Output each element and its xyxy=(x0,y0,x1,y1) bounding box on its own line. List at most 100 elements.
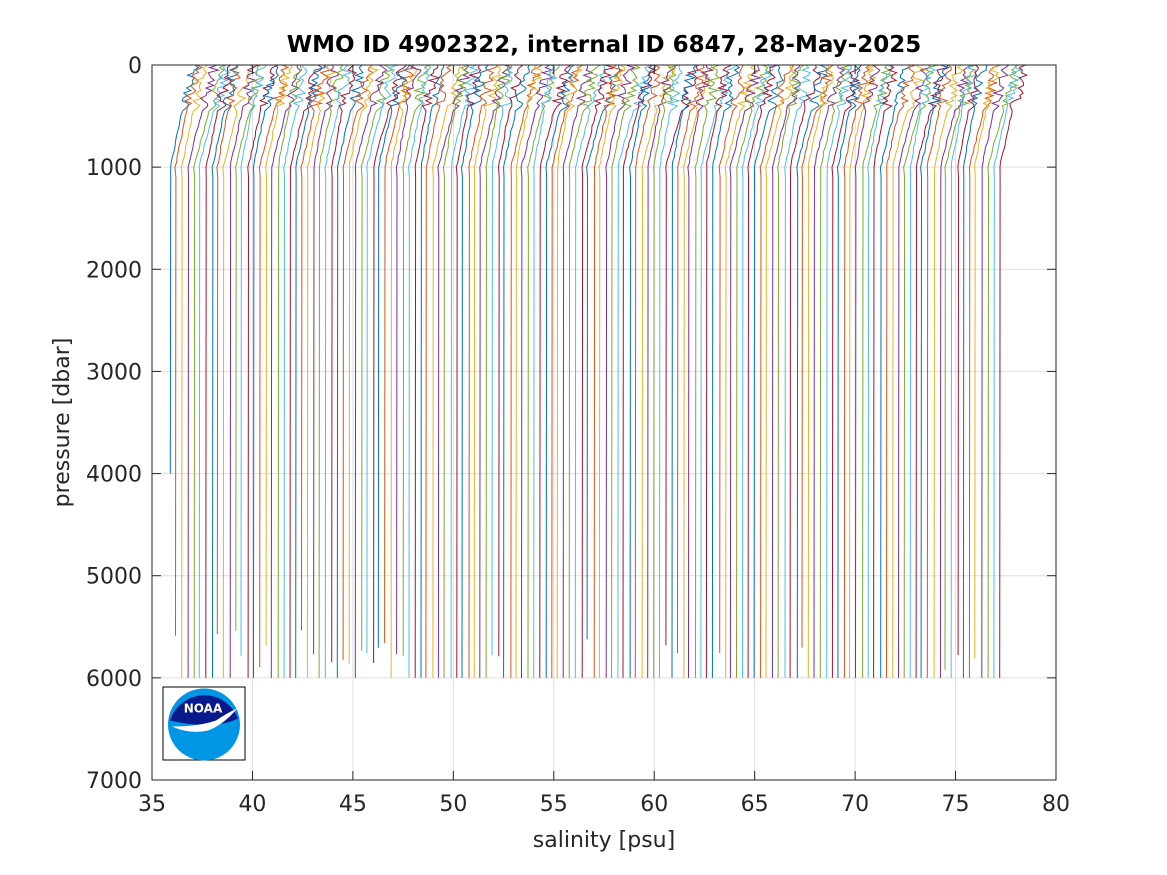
salinity-profile-line xyxy=(826,64,854,678)
salinity-profile-line xyxy=(277,64,303,678)
salinity-profile-line xyxy=(753,64,785,678)
salinity-profile-line xyxy=(354,64,388,678)
salinity-profile-line xyxy=(653,64,679,678)
salinity-profile-line xyxy=(968,64,1001,678)
salinity-profile-line xyxy=(862,64,894,678)
salinity-profile-line xyxy=(759,64,794,678)
salinity-profile-line xyxy=(539,64,572,678)
x-tick-label: 35 xyxy=(138,792,166,817)
salinity-profile-line xyxy=(348,64,379,664)
salinity-profile-line xyxy=(771,64,802,678)
salinity-profile-line xyxy=(318,64,344,678)
salinity-profile-line xyxy=(729,64,763,678)
salinity-profile-line xyxy=(747,64,778,678)
salinity-profile-line xyxy=(641,64,675,678)
salinity-profile-line xyxy=(593,64,624,678)
salinity-profile-line xyxy=(193,64,225,678)
y-tick-label: 2000 xyxy=(86,258,142,283)
salinity-profile-line xyxy=(300,64,331,631)
y-tick-label: 4000 xyxy=(86,463,142,488)
salinity-profile-line xyxy=(933,64,964,678)
salinity-profile-line xyxy=(169,64,200,474)
salinity-profile-line xyxy=(460,64,489,678)
salinity-profile-line xyxy=(425,64,452,678)
salinity-profile-line xyxy=(807,64,835,678)
salinity-profile-line xyxy=(886,64,916,678)
salinity-profile-line xyxy=(216,64,242,635)
salinity-profile-line xyxy=(479,64,513,678)
salinity-profile-line xyxy=(622,64,658,678)
logo-wordmark: NOAA xyxy=(184,702,223,716)
salinity-profile-line xyxy=(724,64,758,678)
salinity-profile-line xyxy=(437,64,472,678)
x-axis-label: salinity [psu] xyxy=(533,828,675,853)
x-tick-label: 80 xyxy=(1042,792,1070,817)
salinity-profile-line xyxy=(229,64,259,678)
salinity-profile-line xyxy=(957,64,980,656)
salinity-profile-line xyxy=(568,64,601,678)
axes-box xyxy=(151,64,1057,781)
salinity-profile-line xyxy=(395,64,422,655)
salinity-profile-line xyxy=(944,64,977,670)
salinity-profile-line xyxy=(629,64,656,678)
salinity-profile-line xyxy=(252,64,279,678)
salinity-profile-line xyxy=(491,64,514,656)
salinity-profile-line xyxy=(450,64,480,678)
salinity-profile-line xyxy=(556,64,583,678)
salinity-profile-line xyxy=(981,64,1010,678)
salinity-profile-line xyxy=(497,64,524,657)
salinity-profile-line xyxy=(283,64,308,678)
salinity-profile-line xyxy=(687,64,715,678)
salinity-profile-line xyxy=(611,64,642,678)
salinity-profile-line xyxy=(634,64,661,678)
x-tick-label: 60 xyxy=(640,792,668,817)
salinity-profile-line xyxy=(677,64,707,654)
salinity-profile-line xyxy=(819,64,852,678)
salinity-profile-line xyxy=(442,64,470,678)
salinity-profile-line xyxy=(432,64,461,678)
salinity-profile-line xyxy=(520,64,554,678)
x-tick-label: 70 xyxy=(841,792,869,817)
salinity-profile-line xyxy=(741,64,774,678)
y-tick-label: 7000 xyxy=(86,769,142,794)
salinity-profile-line xyxy=(605,64,636,678)
salinity-profile-line xyxy=(240,64,267,656)
salinity-profile-line xyxy=(659,65,683,678)
salinity-profile-line xyxy=(999,64,1029,678)
salinity-profile-line xyxy=(533,64,559,678)
salinity-profile-line xyxy=(503,64,530,678)
salinity-profile-line xyxy=(527,64,560,678)
salinity-profile-line xyxy=(831,64,862,678)
salinity-profile-line xyxy=(360,64,393,651)
salinity-profile-line xyxy=(915,64,949,678)
salinity-profile-line xyxy=(551,64,584,678)
x-tick-label: 65 xyxy=(741,792,769,817)
salinity-profile-line xyxy=(295,64,326,678)
salinity-profile-line xyxy=(939,64,971,678)
salinity-profile-line xyxy=(950,64,977,678)
salinity-profile-line xyxy=(402,64,430,656)
salinity-profile-line xyxy=(473,64,502,678)
noaa-logo-icon: NOAA xyxy=(162,686,246,761)
salinity-profile-line xyxy=(867,64,893,678)
salinity-profile-line xyxy=(892,64,926,678)
salinity-profile-line xyxy=(336,64,365,678)
y-tick-label: 0 xyxy=(128,54,142,79)
x-tick-label: 55 xyxy=(540,792,568,817)
salinity-profile-line xyxy=(784,64,812,678)
salinity-profile-line xyxy=(373,64,407,664)
salinity-profile-line xyxy=(324,64,353,678)
logo-seagull xyxy=(172,708,237,732)
x-tick-label: 45 xyxy=(339,792,367,817)
y-tick-label: 1000 xyxy=(86,156,142,181)
salinity-profile-line xyxy=(617,64,652,678)
tick-layer: 35 40 45 50 55 60 65 70 75 80 0 1000 2000 3000 4000 500… xyxy=(86,54,1070,817)
profile-layer xyxy=(169,64,1029,678)
salinity-profile-line xyxy=(909,64,937,678)
salinity-profile-line xyxy=(289,64,323,678)
salinity-profile-line xyxy=(331,64,357,663)
y-tick-label: 3000 xyxy=(86,360,142,385)
x-tick-label: 50 xyxy=(439,792,467,817)
salinity-profile-line xyxy=(920,64,950,678)
